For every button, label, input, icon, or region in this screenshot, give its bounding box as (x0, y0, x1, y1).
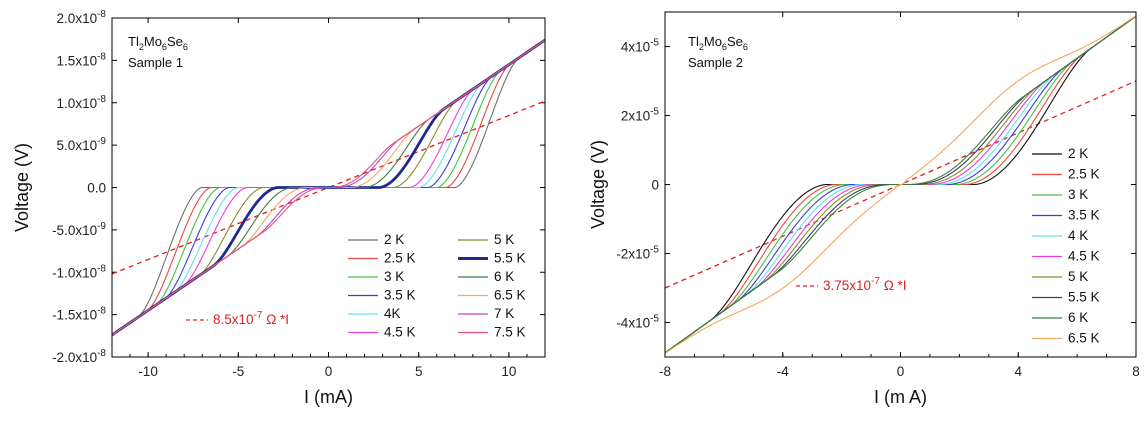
legend-label: 4.5 K (1068, 249, 1100, 264)
reference-line-label: 8.5x10-7 Ω *I (213, 310, 289, 327)
sample-formula: Tl2Mo6Se6 (688, 34, 748, 52)
legend-label: 3 K (384, 269, 404, 284)
legend-label: 3.5 K (384, 288, 416, 303)
legend-label: 6.5 K (1068, 331, 1100, 346)
legend-label: 4K (384, 306, 401, 321)
y-tick-label: 1.5x10-8 (57, 51, 107, 68)
legend-label: 7.5 K (494, 325, 526, 340)
legend-label: 5 K (1068, 269, 1088, 284)
legend-label: 2.5 K (1068, 167, 1100, 182)
series-line-7.5k (112, 39, 545, 336)
x-tick-label: 0 (325, 364, 333, 379)
plot-area (665, 15, 1136, 354)
plot-frame (664, 11, 1137, 358)
legend-label: 2 K (1068, 146, 1088, 161)
chart-sample-2: -8 -4 0 4 8 -4x10-5 -2x10-5 0 2x10-5 4x10-5 I (m A… (590, 11, 1140, 407)
y-tick-label: -1.5x10-8 (52, 306, 106, 323)
y-tick-label: -5.0x10-9 (52, 221, 106, 238)
legend-label: 2 K (384, 232, 404, 247)
legend-label: 6 K (1068, 310, 1088, 325)
x-tick-label: 0 (897, 364, 905, 379)
chart-sample-1: -10 -5 0 5 10 -2.0x10-8 -1.5x10-8 -1.0x10-8 -5.0… (12, 9, 546, 407)
y-tick-label: -1.0x10-8 (52, 263, 106, 280)
legend-label: 5.5 K (1068, 290, 1100, 305)
legend-label: 2.5 K (384, 251, 416, 266)
y-tick-label: 2.0x10-8 (57, 9, 107, 26)
y-tick-label: 4x10-5 (621, 38, 660, 55)
plot-frame (111, 17, 546, 358)
y-tick-label: -4x10-5 (616, 314, 659, 331)
legend-label: 3 K (1068, 187, 1088, 202)
plot-area (112, 38, 545, 337)
legend-label: 5 K (494, 232, 514, 247)
x-tick-label: -10 (138, 364, 158, 379)
x-axis-title: I (mA) (304, 387, 353, 407)
series-line-6.5k (665, 15, 1136, 354)
y-axis-title: Voltage (V) (12, 143, 32, 232)
legend-label: 7 K (494, 306, 514, 321)
y-axis-title: Voltage (V) (590, 140, 608, 229)
legend-label: 3.5 K (1068, 208, 1100, 223)
sample-formula: Tl2Mo6Se6 (128, 34, 188, 52)
sample-name: Sample 1 (128, 55, 183, 70)
reference-line-label: 3.75x10-7 Ω *I (823, 276, 907, 293)
x-tick-label: 8 (1132, 364, 1140, 379)
y-tick-label: -2.0x10-8 (52, 348, 106, 365)
x-tick-label: -4 (777, 364, 789, 379)
y-tick-label: -2x10-5 (616, 245, 659, 262)
reference-line (665, 80, 1136, 289)
legend-label: 4.5 K (384, 325, 416, 340)
legend-label: 4 K (1068, 228, 1088, 243)
y-tick-label: 2x10-5 (621, 107, 660, 124)
legend-label: 5.5 K (494, 251, 526, 266)
legend-label: 6 K (494, 269, 514, 284)
x-tick-label: -8 (659, 364, 671, 379)
y-tick-label: 0.0 (87, 181, 106, 196)
x-tick-label: 5 (415, 364, 423, 379)
legend-label: 6.5 K (494, 288, 526, 303)
reference-line (112, 100, 545, 275)
sample-name: Sample 2 (688, 55, 743, 70)
y-tick-label: 5.0x10-9 (57, 136, 107, 153)
x-axis-title: I (m A) (874, 387, 927, 407)
x-tick-label: -5 (232, 364, 244, 379)
x-tick-label: 4 (1014, 364, 1022, 379)
x-tick-label: 10 (501, 364, 516, 379)
y-tick-label: 0 (651, 178, 659, 193)
y-tick-label: 1.0x10-8 (57, 94, 107, 111)
